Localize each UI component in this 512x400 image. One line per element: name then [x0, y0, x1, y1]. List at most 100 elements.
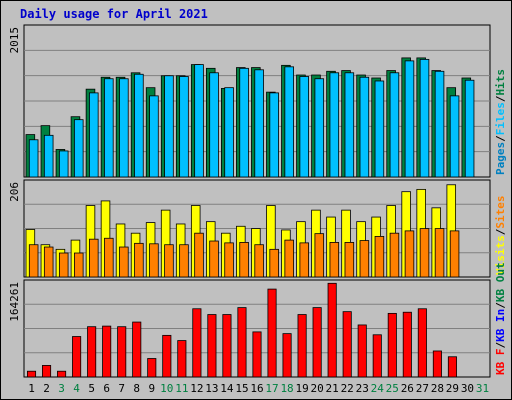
- legend-entry: Sites: [494, 196, 507, 229]
- bar-kb-f-day-23: [357, 324, 367, 378]
- bar-files-day-21: [329, 72, 340, 178]
- bar-files-day-22: [344, 72, 355, 178]
- x-tick-label: 5: [88, 382, 95, 395]
- bar-files-day-16: [254, 69, 264, 178]
- bar-sites-day-5: [89, 238, 99, 278]
- x-tick-label: 31: [476, 382, 489, 395]
- bar-sites-day-14: [224, 242, 234, 278]
- legend-separator: /: [494, 95, 507, 102]
- bar-sites-day-16: [254, 244, 264, 278]
- x-tick-label: 16: [250, 382, 263, 395]
- legend-entry: KB Out: [494, 262, 507, 302]
- bar-files-day-17: [269, 92, 279, 178]
- bar-kb-f-day-29: [447, 356, 457, 378]
- bar-files-day-1: [28, 139, 39, 178]
- bar-kb-f-day-21: [327, 282, 337, 378]
- x-tick-label: 6: [103, 382, 110, 395]
- bar-files-day-15: [239, 67, 249, 178]
- x-tick-label: 27: [416, 382, 429, 395]
- bar-files-day-19: [299, 76, 310, 178]
- legend-separator: /: [494, 228, 507, 235]
- bar-kb-f-day-2: [42, 365, 52, 378]
- bar-kb-f-day-12: [192, 308, 202, 378]
- bar-sites-day-12: [194, 232, 204, 278]
- x-tick-label: 12: [190, 382, 203, 395]
- bar-sites-day-24: [374, 236, 385, 278]
- x-tick-label: 28: [431, 382, 444, 395]
- legend-entry: Visits: [494, 235, 507, 275]
- y-max-label: 206: [8, 182, 21, 202]
- x-tick-label: 8: [133, 382, 140, 395]
- bar-kb-f-day-13: [207, 314, 217, 378]
- bar-kb-f-day-6: [102, 325, 112, 378]
- x-tick-label: 13: [205, 382, 218, 395]
- x-axis-ticks: 1 2 3 4 5 6 7 8 9 10 11 12 13 14 15 16 17 18 19 20 21 22 23 24 2…: [28, 382, 489, 395]
- bar-sites-day-25: [389, 232, 400, 278]
- bar-files-day-3: [58, 150, 69, 178]
- bar-files-day-20: [314, 78, 325, 178]
- bar-files-day-6: [104, 78, 114, 178]
- x-tick-label: 26: [401, 382, 414, 395]
- bar-kb-f-day-26: [402, 311, 412, 378]
- pages-panel: 2015: [8, 24, 491, 178]
- bar-kb-f-day-15: [237, 307, 247, 378]
- bar-sites-day-11: [179, 244, 189, 278]
- x-tick-label: 18: [280, 382, 293, 395]
- bar-sites-day-10: [164, 244, 174, 278]
- x-tick-label: 3: [58, 382, 65, 395]
- bar-sites-day-7: [119, 246, 129, 278]
- bar-kb-f-day-25: [387, 312, 397, 378]
- bar-files-day-30: [464, 79, 475, 178]
- bar-kb-f-day-16: [252, 331, 262, 378]
- chart-title: Daily usage for April 2021: [20, 7, 208, 21]
- x-tick-label: 21: [326, 382, 339, 395]
- bar-files-day-8: [134, 73, 144, 178]
- x-tick-label: 29: [446, 382, 459, 395]
- legend-separator: /: [494, 302, 507, 309]
- bar-sites-day-1: [28, 244, 39, 278]
- legend-entry: Pages: [494, 142, 507, 175]
- bar-kb-f-day-27: [417, 308, 427, 378]
- bar-sites-day-22: [344, 242, 355, 278]
- bar-files-day-26: [404, 60, 415, 178]
- x-tick-label: 1: [28, 382, 35, 395]
- bar-files-day-24: [374, 80, 385, 178]
- bar-sites-day-21: [329, 242, 340, 278]
- sites-panel: 206: [8, 179, 491, 278]
- bar-sites-day-26: [404, 230, 415, 278]
- legend-separator: /: [494, 135, 507, 142]
- x-tick-label: 2: [43, 382, 50, 395]
- bar-kb-f-day-5: [87, 326, 97, 378]
- y-max-label: 164261: [8, 282, 21, 322]
- bar-files-day-27: [419, 58, 430, 178]
- bar-kb-f-day-18: [282, 333, 292, 378]
- x-tick-label: 15: [235, 382, 248, 395]
- bar-sites-day-17: [269, 248, 279, 278]
- bar-sites-day-20: [314, 233, 325, 278]
- legend-sites-panel: Visits/Sites: [494, 196, 507, 276]
- bar-files-day-14: [224, 87, 234, 178]
- bar-kb-f-day-8: [132, 321, 142, 378]
- x-tick-label: 25: [386, 382, 399, 395]
- bar-files-day-28: [434, 70, 445, 178]
- bar-sites-day-27: [419, 228, 430, 278]
- bar-kb-f-day-7: [117, 326, 127, 378]
- bar-kb-f-day-1: [26, 370, 37, 378]
- bar-files-day-10: [164, 75, 174, 178]
- bar-files-day-7: [119, 78, 129, 178]
- x-tick-label: 9: [148, 382, 155, 395]
- bar-sites-day-28: [434, 228, 445, 278]
- bar-files-day-25: [389, 72, 400, 178]
- bar-sites-day-4: [74, 252, 84, 278]
- legend-separator: /: [494, 342, 507, 349]
- bar-kb-f-day-19: [297, 314, 307, 378]
- bar-sites-day-3: [58, 252, 69, 278]
- x-tick-label: 17: [265, 382, 278, 395]
- bar-sites-day-2: [43, 246, 54, 278]
- bar-files-day-11: [179, 76, 189, 178]
- bar-kb-f-day-3: [57, 370, 67, 378]
- bar-sites-day-18: [284, 239, 294, 278]
- bar-kb-f-day-20: [312, 307, 322, 378]
- bar-sites-day-29: [449, 230, 460, 278]
